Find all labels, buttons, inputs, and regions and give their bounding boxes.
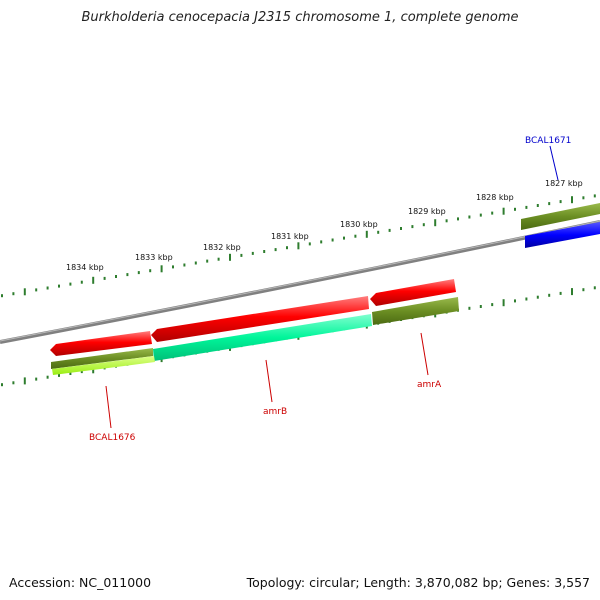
tick-label: 1827 kbp — [545, 179, 583, 188]
tick-label: 1829 kbp — [408, 207, 446, 216]
gene-bcal1676-arrow[interactable] — [50, 331, 152, 356]
feature-olive-amrA[interactable] — [372, 297, 459, 325]
tick-label: 1834 kbp — [66, 263, 104, 272]
genome-summary-text: Topology: circular; Length: 3,870,082 bp… — [246, 575, 590, 590]
leader-line-amrA — [420, 332, 429, 376]
gene-label-bcal1676[interactable]: BCAL1676 — [89, 433, 136, 443]
upper-tick-track — [1, 194, 596, 298]
tick-label: 1832 kbp — [203, 243, 241, 252]
genome-backbone-highlight — [0, 220, 600, 342]
feature-blue-bcal1671[interactable] — [525, 222, 600, 248]
tick-label: 1831 kbp — [271, 232, 309, 241]
accession-text: Accession: NC_011000 — [9, 575, 152, 590]
gene-label-amrA[interactable]: amrA — [417, 380, 442, 390]
gene-label-amrB[interactable]: amrB — [263, 407, 287, 417]
feature-lime-bcal1676[interactable] — [52, 356, 155, 375]
leader-line-bcal1671 — [549, 145, 559, 181]
leader-line-bcal1676 — [105, 385, 112, 429]
tick-label: 1830 kbp — [340, 220, 378, 229]
tick-label: 1833 kbp — [135, 253, 173, 262]
scale-labels: 1827 kbp 1828 kbp 1829 kbp 1830 kbp 1831… — [66, 179, 583, 272]
feature-olive-bcal1676[interactable] — [51, 348, 153, 369]
page-title: Burkholderia cenocepacia J2315 chromosom… — [81, 10, 519, 25]
gene-label-bcal1671[interactable]: BCAL1671 — [525, 136, 571, 146]
genome-backbone — [0, 220, 600, 344]
feature-olive-top-right[interactable] — [521, 203, 600, 230]
gene-amrB-arrow[interactable] — [151, 296, 369, 342]
leader-line-amrB — [265, 359, 273, 403]
gene-amrA-arrow[interactable] — [370, 279, 456, 306]
tick-label: 1828 kbp — [476, 193, 514, 202]
feature-teal-amrB[interactable] — [153, 314, 372, 361]
